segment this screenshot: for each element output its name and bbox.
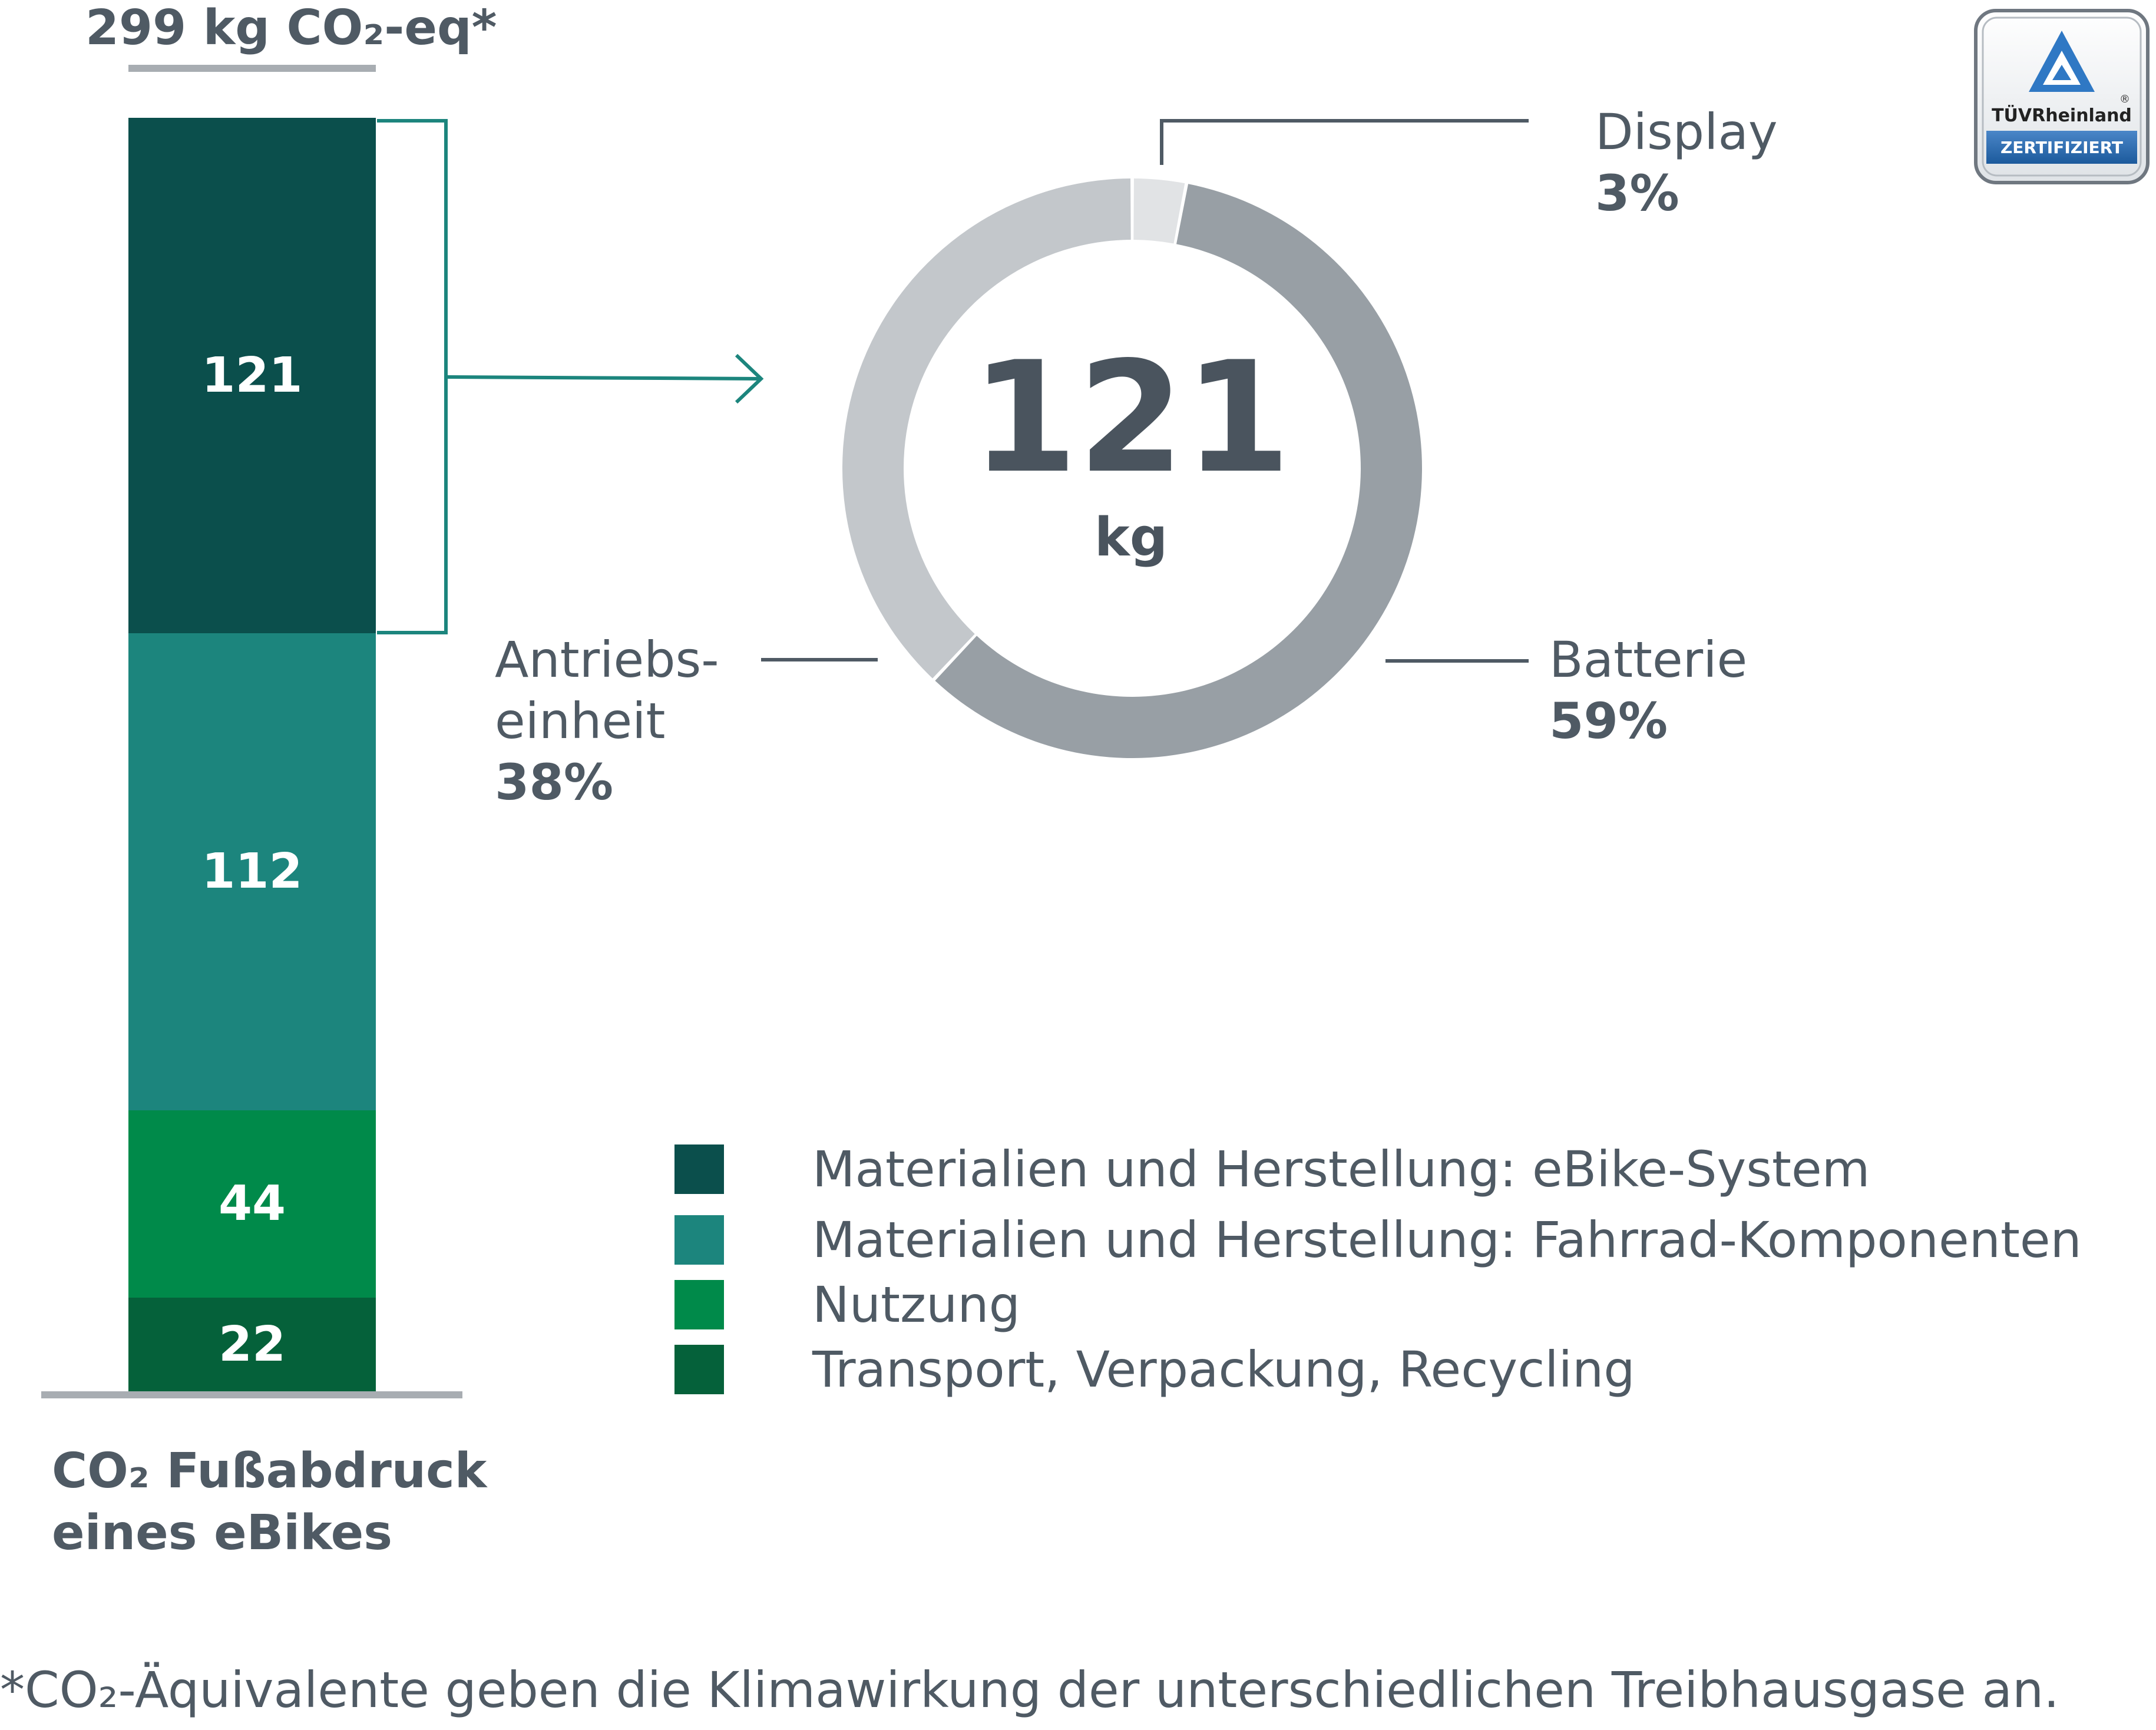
bar-baseline <box>41 1391 462 1398</box>
badge-brand: TÜVRheinland <box>1992 104 2132 126</box>
badge-status: ZERTIFIZIERT <box>2000 138 2123 157</box>
donut-slice <box>842 178 1131 679</box>
bar-segment-label: 22 <box>218 1316 286 1372</box>
registered-mark: ® <box>2119 93 2130 105</box>
display-name: Display <box>1595 103 1778 161</box>
batterie-slice-label: Batterie 59% <box>1549 629 1747 752</box>
footnote: *CO₂-Äquivalente geben die Klimawirkung … <box>0 1661 2059 1719</box>
legend-swatch <box>674 1345 724 1394</box>
tuv-certification-badge: ® TÜVRheinland ZERTIFIZIERT <box>1974 9 2150 184</box>
antrieb-name-line2: einheit <box>495 692 666 750</box>
antrieb-percent: 38% <box>495 753 614 811</box>
legend-label: Materialien und Herstellung: eBike-Syste… <box>812 1140 1870 1198</box>
arrow-line <box>445 375 760 381</box>
display-leader <box>1160 119 1529 165</box>
legend-item: Materialien und Herstellung: eBike-Syste… <box>674 1140 1870 1198</box>
bar-segment-label: 112 <box>201 844 303 900</box>
bar-segment: 44 <box>128 1110 376 1298</box>
total-label: 299 kg CO₂-eq* <box>85 0 497 56</box>
legend-item: Nutzung <box>674 1276 1020 1334</box>
donut-slices <box>842 178 1423 759</box>
donut-slice <box>935 184 1423 759</box>
bar-title-line1: CO₂ Fußabdruck <box>52 1443 487 1499</box>
antrieb-name-line1: Antriebs- <box>495 631 719 689</box>
arrow-head <box>735 353 764 404</box>
antrieb-slice-label: Antriebs- einheit 38% <box>495 629 719 813</box>
bar-segment-label: 44 <box>218 1176 286 1232</box>
total-underline <box>128 65 376 72</box>
display-percent: 3% <box>1595 164 1679 222</box>
bracket-connector <box>377 119 448 634</box>
legend-swatch <box>674 1144 724 1194</box>
bar-title-line2: eines eBikes <box>52 1505 393 1561</box>
legend-item: Materialien und Herstellung: Fahrrad-Kom… <box>674 1211 2082 1269</box>
bar-segment: 22 <box>128 1297 376 1391</box>
bar-segment-label: 121 <box>201 347 303 403</box>
tuv-triangle-icon <box>2029 31 2095 92</box>
legend-swatch <box>674 1280 724 1329</box>
batterie-name: Batterie <box>1549 631 1748 689</box>
legend-label: Nutzung <box>812 1276 1020 1334</box>
legend-label: Transport, Verpackung, Recycling <box>812 1341 1635 1398</box>
legend-item: Transport, Verpackung, Recycling <box>674 1341 1635 1398</box>
bar-title: CO₂ Fußabdruck eines eBikes <box>52 1440 487 1564</box>
batterie-percent: 59% <box>1549 692 1668 750</box>
display-slice-label: Display 3% <box>1595 101 1778 224</box>
donut-center-value: 121 <box>971 329 1291 507</box>
bar-segment: 112 <box>128 633 376 1110</box>
donut-slice <box>1133 178 1185 244</box>
legend-label: Materialien und Herstellung: Fahrrad-Kom… <box>812 1211 2082 1269</box>
legend-swatch <box>674 1215 724 1265</box>
bar-segment: 121 <box>128 118 376 633</box>
donut-center-unit: kg <box>1094 507 1168 568</box>
